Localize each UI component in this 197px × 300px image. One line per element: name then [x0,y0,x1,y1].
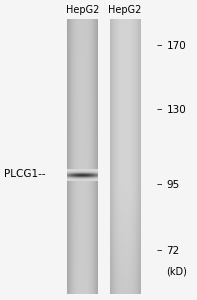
Text: 170: 170 [166,41,186,51]
Text: --: -- [157,41,163,50]
Text: 72: 72 [166,246,180,256]
Text: --: -- [157,246,163,255]
Text: HepG2: HepG2 [108,5,142,15]
Text: PLCG1--: PLCG1-- [4,169,46,179]
Text: HepG2: HepG2 [66,5,99,15]
Text: 130: 130 [166,105,186,115]
Text: (kD): (kD) [166,267,187,277]
Text: 95: 95 [166,180,180,190]
Text: --: -- [157,105,163,114]
Text: --: -- [157,180,163,189]
